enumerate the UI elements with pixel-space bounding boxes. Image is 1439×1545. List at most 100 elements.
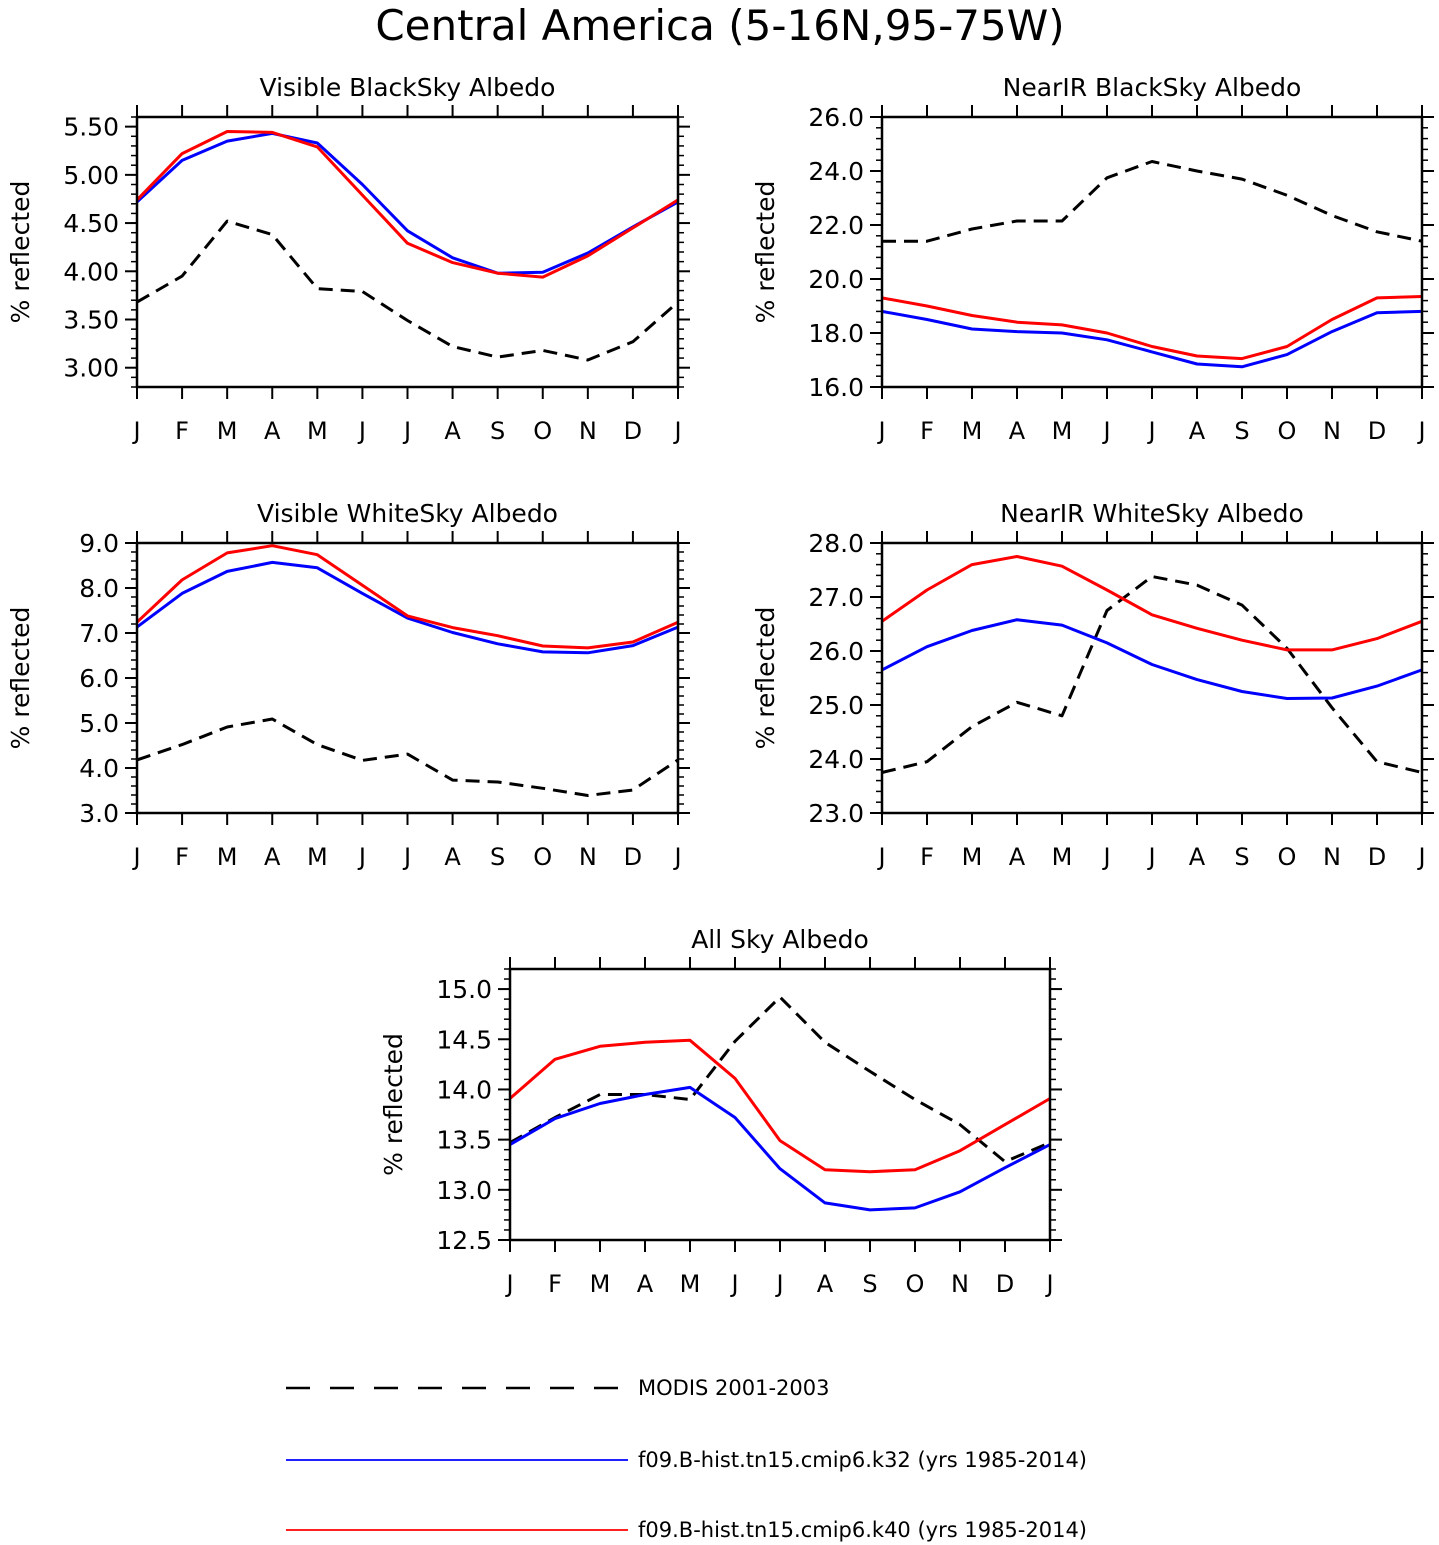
y-tick-label: 5.0 <box>79 709 119 738</box>
y-tick-label: 27.0 <box>808 583 864 612</box>
x-tick-label: S <box>1234 843 1249 871</box>
x-tick-label: D <box>624 417 642 445</box>
y-tick-label: 15.0 <box>436 975 492 1004</box>
x-tick-label: F <box>548 1270 562 1298</box>
x-tick-label: N <box>1323 417 1341 445</box>
x-tick-label: D <box>1368 417 1386 445</box>
x-tick-label: F <box>920 843 934 871</box>
y-tick-label: 26.0 <box>808 637 864 666</box>
x-tick-label: A <box>1009 417 1026 445</box>
y-axis-label: % reflected <box>6 181 35 324</box>
panel-title: Visible WhiteSky Albedo <box>257 499 558 528</box>
x-tick-label: D <box>1368 843 1386 871</box>
y-tick-label: 12.5 <box>436 1226 492 1255</box>
x-tick-label: J <box>131 417 140 445</box>
legend-label-k32: f09.B-hist.tn15.cmip6.k32 (yrs 1985-2014… <box>638 1448 1087 1472</box>
plot-frame <box>880 541 1424 815</box>
panel-title: NearIR WhiteSky Albedo <box>1000 499 1304 528</box>
y-tick-label: 6.0 <box>79 664 119 693</box>
x-tick-label: F <box>175 417 189 445</box>
x-tick-label: M <box>590 1270 611 1298</box>
x-tick-label: S <box>1234 417 1249 445</box>
y-tick-label: 3.50 <box>63 306 119 335</box>
y-tick-label: 20.0 <box>808 265 864 294</box>
x-tick-label: N <box>951 1270 969 1298</box>
series-line-modis <box>882 160 1423 243</box>
x-tick-label: J <box>672 417 681 445</box>
series-line-k32 <box>881 309 1423 369</box>
series-line-modis <box>136 219 679 362</box>
x-tick-label: A <box>1189 843 1206 871</box>
y-tick-label: 8.0 <box>79 574 119 603</box>
y-tick-label: 14.0 <box>436 1075 492 1104</box>
x-tick-label: N <box>579 843 597 871</box>
y-tick-label: 24.0 <box>808 745 864 774</box>
x-tick-label: J <box>402 843 411 871</box>
series-line-k40 <box>881 555 1423 652</box>
x-tick-label: D <box>996 1270 1014 1298</box>
y-tick-label: 13.5 <box>436 1126 492 1155</box>
legend-label-modis: MODIS 2001-2003 <box>638 1376 829 1400</box>
x-tick-label: A <box>444 417 461 445</box>
x-tick-label: J <box>1416 843 1425 871</box>
x-tick-label: A <box>264 843 281 871</box>
y-tick-label: 7.0 <box>79 619 119 648</box>
x-tick-label: S <box>862 1270 877 1298</box>
series-line-k32 <box>509 1085 1051 1212</box>
y-tick-label: 24.0 <box>808 157 864 186</box>
x-tick-label: J <box>357 843 366 871</box>
x-tick-label: J <box>1101 843 1110 871</box>
y-tick-label: 4.50 <box>63 209 119 238</box>
series-line-k40 <box>135 544 679 650</box>
x-tick-label: M <box>1052 417 1073 445</box>
series-line-k32 <box>136 560 679 655</box>
x-tick-label: J <box>729 1270 738 1298</box>
legend-label-k40: f09.B-hist.tn15.cmip6.k40 (yrs 1985-2014… <box>638 1518 1087 1542</box>
x-tick-label: J <box>1044 1270 1053 1298</box>
x-tick-label: J <box>1146 417 1155 445</box>
plot-frame <box>135 115 680 389</box>
y-tick-label: 4.0 <box>79 754 119 783</box>
x-tick-label: J <box>402 417 411 445</box>
x-tick-label: S <box>490 417 505 445</box>
y-tick-label: 4.00 <box>63 257 119 286</box>
y-tick-label: 18.0 <box>808 319 864 348</box>
y-tick-label: 3.00 <box>63 354 119 383</box>
y-tick-label: 5.50 <box>63 113 119 142</box>
legend: MODIS 2001-2003 f09.B-hist.tn15.cmip6.k32… <box>286 1376 1087 1542</box>
x-tick-label: M <box>680 1270 701 1298</box>
x-tick-label: D <box>624 843 642 871</box>
x-tick-label: J <box>876 417 885 445</box>
y-tick-label: 9.0 <box>79 529 119 558</box>
x-tick-label: J <box>1416 417 1425 445</box>
x-tick-label: O <box>533 843 552 871</box>
panel-title: Visible BlackSky Albedo <box>260 73 556 102</box>
x-tick-label: J <box>357 417 366 445</box>
x-tick-label: J <box>774 1270 783 1298</box>
x-tick-label: M <box>962 417 983 445</box>
x-tick-label: A <box>1189 417 1206 445</box>
series-line-k32 <box>135 131 679 275</box>
y-tick-label: 28.0 <box>808 529 864 558</box>
x-tick-label: A <box>817 1270 834 1298</box>
series-line-modis <box>136 717 679 797</box>
x-tick-label: A <box>444 843 461 871</box>
series-line-k32 <box>881 618 1423 700</box>
y-tick-label: 23.0 <box>808 799 864 828</box>
x-tick-label: O <box>1278 417 1297 445</box>
y-axis-label: % reflected <box>379 1033 408 1176</box>
series-line-k40 <box>509 1038 1051 1174</box>
x-tick-label: J <box>876 843 885 871</box>
figure-title: Central America (5-16N,95-75W) <box>375 1 1064 50</box>
panel-title: NearIR BlackSky Albedo <box>1003 73 1302 102</box>
series-line-k40 <box>881 295 1423 361</box>
y-axis-label: % reflected <box>751 607 780 750</box>
y-tick-label: 26.0 <box>808 103 864 132</box>
y-axis-label: % reflected <box>6 607 35 750</box>
x-tick-label: O <box>1278 843 1297 871</box>
